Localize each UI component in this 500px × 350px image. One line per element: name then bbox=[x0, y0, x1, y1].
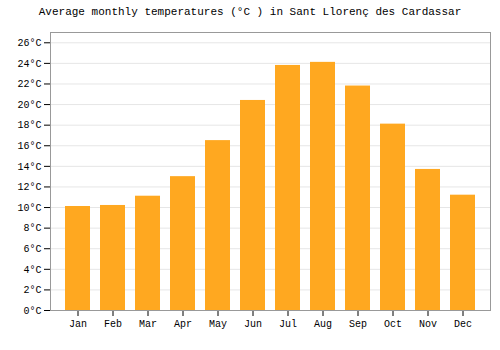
svg-text:Jan: Jan bbox=[69, 319, 87, 330]
svg-text:14°C: 14°C bbox=[17, 162, 41, 173]
svg-text:Feb: Feb bbox=[104, 319, 122, 330]
svg-text:Jun: Jun bbox=[244, 319, 262, 330]
svg-text:Dec: Dec bbox=[454, 319, 472, 330]
svg-text:0°C: 0°C bbox=[23, 306, 41, 317]
svg-text:26°C: 26°C bbox=[17, 38, 41, 49]
svg-text:Sep: Sep bbox=[349, 319, 367, 330]
svg-text:2°C: 2°C bbox=[23, 285, 41, 296]
svg-text:20°C: 20°C bbox=[17, 100, 41, 111]
svg-text:Jul: Jul bbox=[279, 319, 297, 330]
svg-text:10°C: 10°C bbox=[17, 203, 41, 214]
svg-text:22°C: 22°C bbox=[17, 79, 41, 90]
svg-text:Apr: Apr bbox=[174, 319, 192, 330]
svg-text:Nov: Nov bbox=[419, 319, 437, 330]
svg-text:6°C: 6°C bbox=[23, 244, 41, 255]
svg-text:May: May bbox=[209, 319, 227, 330]
svg-text:24°C: 24°C bbox=[17, 59, 41, 70]
svg-text:4°C: 4°C bbox=[23, 265, 41, 276]
svg-text:16°C: 16°C bbox=[17, 141, 41, 152]
svg-text:12°C: 12°C bbox=[17, 182, 41, 193]
svg-text:18°C: 18°C bbox=[17, 120, 41, 131]
html-text:Average monthly temperatures (: Average monthly temperatures (°C ) in Sa… bbox=[38, 6, 462, 18]
svg-text:8°C: 8°C bbox=[23, 223, 41, 234]
svg-text:Mar: Mar bbox=[139, 319, 157, 330]
svg-text:Oct: Oct bbox=[384, 319, 402, 330]
svg-text:Aug: Aug bbox=[314, 319, 332, 330]
